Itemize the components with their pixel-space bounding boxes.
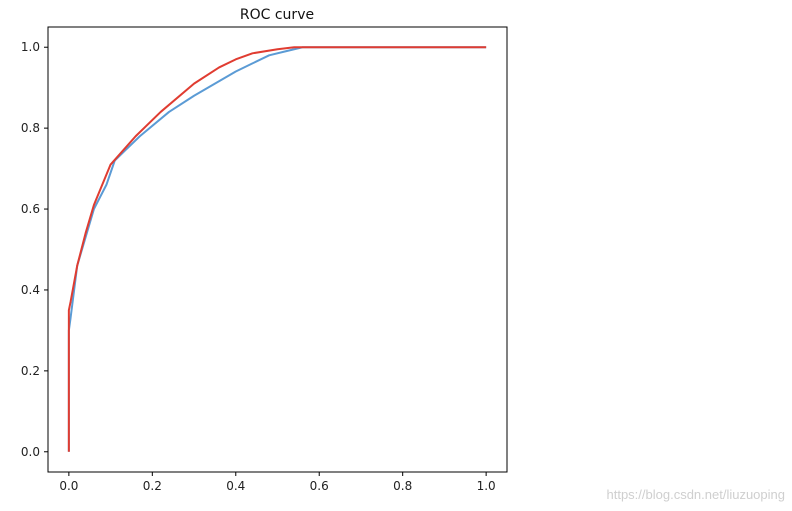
x-tick-label: 0.8	[393, 479, 412, 493]
y-tick-label: 0.8	[21, 121, 40, 135]
plot-area	[67, 46, 487, 452]
y-tick-label: 0.4	[21, 283, 40, 297]
axes: 0.0 0.2 0.4 0.6 0.8 1.0 0.0 0.2 0.4 0.6 0.8 1.0	[21, 26, 508, 493]
y-tick-label: 0.6	[21, 202, 40, 216]
plot-frame	[47, 26, 508, 473]
x-tick-label: 0.2	[143, 479, 162, 493]
watermark-text: https://blog.csdn.net/liuzuoping	[606, 487, 785, 502]
x-tick-label: 0.0	[59, 479, 78, 493]
series-line-2	[67, 46, 487, 452]
series-line-1	[67, 46, 487, 452]
y-tick-label: 1.0	[21, 40, 40, 54]
x-tick-label: 0.6	[310, 479, 329, 493]
y-tick-label: 0.0	[21, 445, 40, 459]
x-tick-label: 1.0	[477, 479, 496, 493]
chart-title: ROC curve	[240, 7, 314, 23]
y-tick-label: 0.2	[21, 364, 40, 378]
x-tick-label: 0.4	[226, 479, 245, 493]
